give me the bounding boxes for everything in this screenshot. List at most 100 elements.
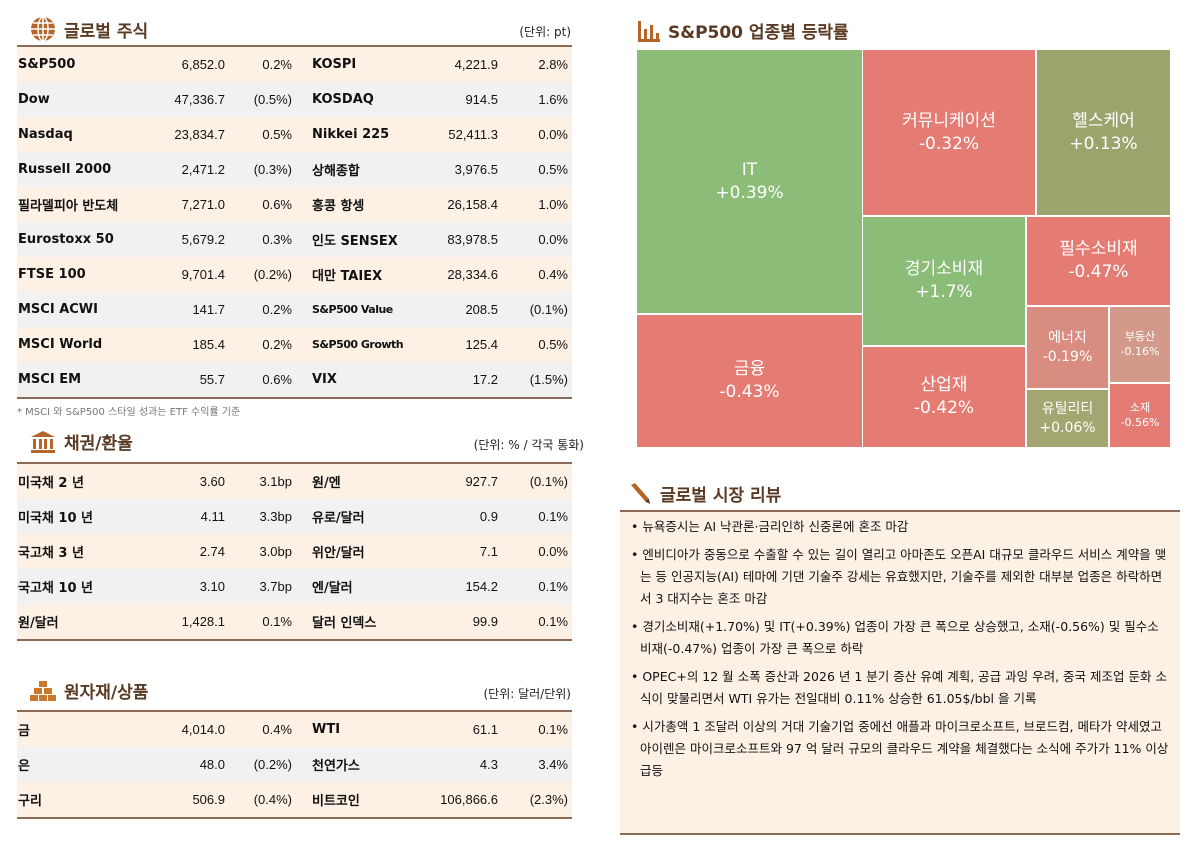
sector-name: 헬스케어: [1072, 110, 1135, 131]
change-cell: 0.3%: [262, 232, 292, 247]
name-cell: 천연가스: [312, 759, 360, 774]
table-row: 필라델피아 반도체 7,271.0 0.6% 홍콩 항셍 26,158.4 1.0%: [17, 187, 572, 222]
sector-change: -0.56%: [1120, 415, 1160, 429]
sector-name: 커뮤니케이션: [902, 110, 996, 131]
sector-change: +0.13%: [1069, 133, 1138, 154]
table-row: Nasdaq 23,834.7 0.5% Nikkei 225 52,411.3 0.0%: [17, 117, 572, 152]
change-cell: (0.3%): [253, 162, 292, 177]
sector-name: 에너지: [1048, 329, 1087, 346]
sector-treemap: IT +0.39% 금융 -0.43% 커뮤니케이션 -0.32% 헬스케어 +0.13% 경기…: [637, 50, 1170, 447]
table-row: MSCI ACWI 141.7 0.2% S&P500 Value 208.5 (0.1%…: [17, 292, 572, 327]
value-cell: 4.11: [200, 509, 225, 524]
sector-change: -0.43%: [719, 382, 780, 402]
sector-change: +0.06%: [1039, 419, 1096, 436]
name-cell: 달러 인덱스: [312, 616, 377, 631]
change-cell: 0.6%: [262, 372, 292, 387]
value-cell: 4,221.9: [454, 57, 498, 72]
equities-table: S&P500 6,852.0 0.2% KOSPI 4,221.9 2.8% Dow 47,3…: [17, 45, 572, 399]
name-cell: 인도 SENSEX: [312, 234, 398, 249]
change-cell: 3.1bp: [259, 474, 292, 489]
value-cell: 208.5: [465, 302, 498, 317]
value-cell: 47,336.7: [174, 92, 225, 107]
table-row: MSCI EM 55.7 0.6% VIX 17.2 (1.5%): [17, 362, 572, 397]
value-cell: 141.7: [192, 302, 225, 317]
change-cell: (0.1%): [529, 474, 568, 489]
change-cell: 0.6%: [262, 197, 292, 212]
table-row: 미국채 2 년 3.60 3.1bp 원/엔 927.7 (0.1%): [17, 464, 572, 499]
table-row: 구리 506.9 (0.4%) 비트코인 106,866.6 (2.3%): [17, 782, 572, 817]
name-cell: S&P500 Growth: [312, 338, 404, 351]
table-row: 미국채 10 년 4.11 3.3bp 유로/달러 0.9 0.1%: [17, 499, 572, 534]
change-cell: 0.0%: [538, 232, 568, 247]
sector-change: -0.16%: [1120, 344, 1160, 358]
value-cell: 125.4: [465, 337, 498, 352]
table-row: 국고채 3 년 2.74 3.0bp 위안/달러 7.1 0.0%: [17, 534, 572, 569]
value-cell: 23,834.7: [174, 127, 225, 142]
name-cell: 금: [18, 724, 30, 739]
treemap-cell: 유틸리티 +0.06%: [1027, 390, 1108, 447]
name-cell: MSCI ACWI: [18, 302, 98, 317]
sector-change: -0.42%: [913, 398, 975, 418]
name-cell: 국고채 10 년: [18, 581, 93, 596]
change-cell: (0.1%): [529, 302, 568, 317]
commodities-table: 금 4,014.0 0.4% WTI 61.1 0.1% 은 48.0 (0.2%) 천연가스 4.…: [17, 710, 572, 819]
value-cell: 2.74: [199, 544, 225, 559]
value-cell: 4,014.0: [181, 722, 225, 737]
treemap-cell: 경기소비재 +1.7%: [863, 217, 1025, 345]
value-cell: 1,428.1: [181, 614, 225, 629]
sector-name: IT: [741, 159, 758, 180]
change-cell: 2.8%: [538, 57, 568, 72]
name-cell: VIX: [312, 372, 337, 387]
review-item: • 경기소비재(+1.70%) 및 IT(+0.39%) 업종이 가장 큰 폭으…: [631, 619, 1159, 656]
name-cell: Eurostoxx 50: [18, 232, 114, 247]
value-cell: 5,679.2: [181, 232, 225, 247]
change-cell: 3.3bp: [259, 509, 292, 524]
name-cell: S&P500: [18, 57, 76, 72]
name-cell: S&P500 Value: [312, 303, 393, 316]
table-row: 금 4,014.0 0.4% WTI 61.1 0.1%: [17, 712, 572, 747]
review-item: • 엔비디아가 중동으로 수출할 수 있는 길이 열리고 아마존도 오픈AI 대…: [631, 547, 1167, 606]
change-cell: 0.4%: [262, 722, 292, 737]
sector-change: +1.7%: [915, 282, 973, 302]
change-cell: 0.4%: [538, 267, 568, 282]
name-cell: 홍콩 항셍: [312, 199, 365, 214]
name-cell: 대만 TAIEX: [312, 269, 383, 284]
change-cell: 0.0%: [538, 127, 568, 142]
value-cell: 83,978.5: [447, 232, 498, 247]
change-cell: 0.2%: [262, 57, 292, 72]
name-cell: 구리: [18, 794, 42, 809]
change-cell: 0.0%: [538, 544, 568, 559]
sector-change: -0.19%: [1042, 348, 1093, 365]
change-cell: 0.2%: [262, 302, 292, 317]
change-cell: 3.0bp: [259, 544, 292, 559]
table-row: Dow 47,336.7 (0.5%) KOSDAQ 914.5 1.6%: [17, 82, 572, 117]
treemap-cell: 산업재 -0.42%: [863, 347, 1025, 447]
table-row: MSCI World 185.4 0.2% S&P500 Growth 125.4 0.5…: [17, 327, 572, 362]
name-cell: 상해종합: [312, 164, 360, 179]
change-cell: 0.5%: [538, 162, 568, 177]
name-cell: 은: [18, 759, 30, 774]
value-cell: 28,334.6: [447, 267, 498, 282]
value-cell: 3.60: [199, 474, 225, 489]
change-cell: 3.4%: [538, 757, 568, 772]
value-cell: 0.9: [479, 509, 498, 524]
change-cell: 3.7bp: [259, 579, 292, 594]
pen-icon: [631, 482, 650, 504]
value-cell: 154.2: [465, 579, 498, 594]
value-cell: 99.9: [472, 614, 498, 629]
change-cell: 1.6%: [538, 92, 568, 107]
treemap-cell: 에너지 -0.19%: [1027, 307, 1108, 388]
name-cell: 원/달러: [18, 616, 59, 631]
review-item: • 뉴욕증시는 AI 낙관론·금리인하 신중론에 혼조 마감: [631, 519, 909, 534]
sector-name: 유틸리티: [1041, 400, 1094, 417]
name-cell: KOSPI: [312, 57, 357, 72]
review-item: • OPEC+의 12 월 소폭 증산과 2026 년 1 분기 증산 유예 계…: [631, 669, 1167, 706]
value-cell: 185.4: [192, 337, 225, 352]
review-title: 글로벌 시장 리뷰: [628, 481, 781, 506]
value-cell: 48.0: [199, 757, 225, 772]
bonds-table: 미국채 2 년 3.60 3.1bp 원/엔 927.7 (0.1%) 미국채 10 년 4.…: [17, 462, 572, 641]
commodities-unit: (단위: 달러/단위): [483, 687, 571, 701]
bonds-title: 채권/환율: [30, 429, 133, 454]
name-cell: KOSDAQ: [312, 92, 374, 107]
value-cell: 3.10: [199, 579, 225, 594]
